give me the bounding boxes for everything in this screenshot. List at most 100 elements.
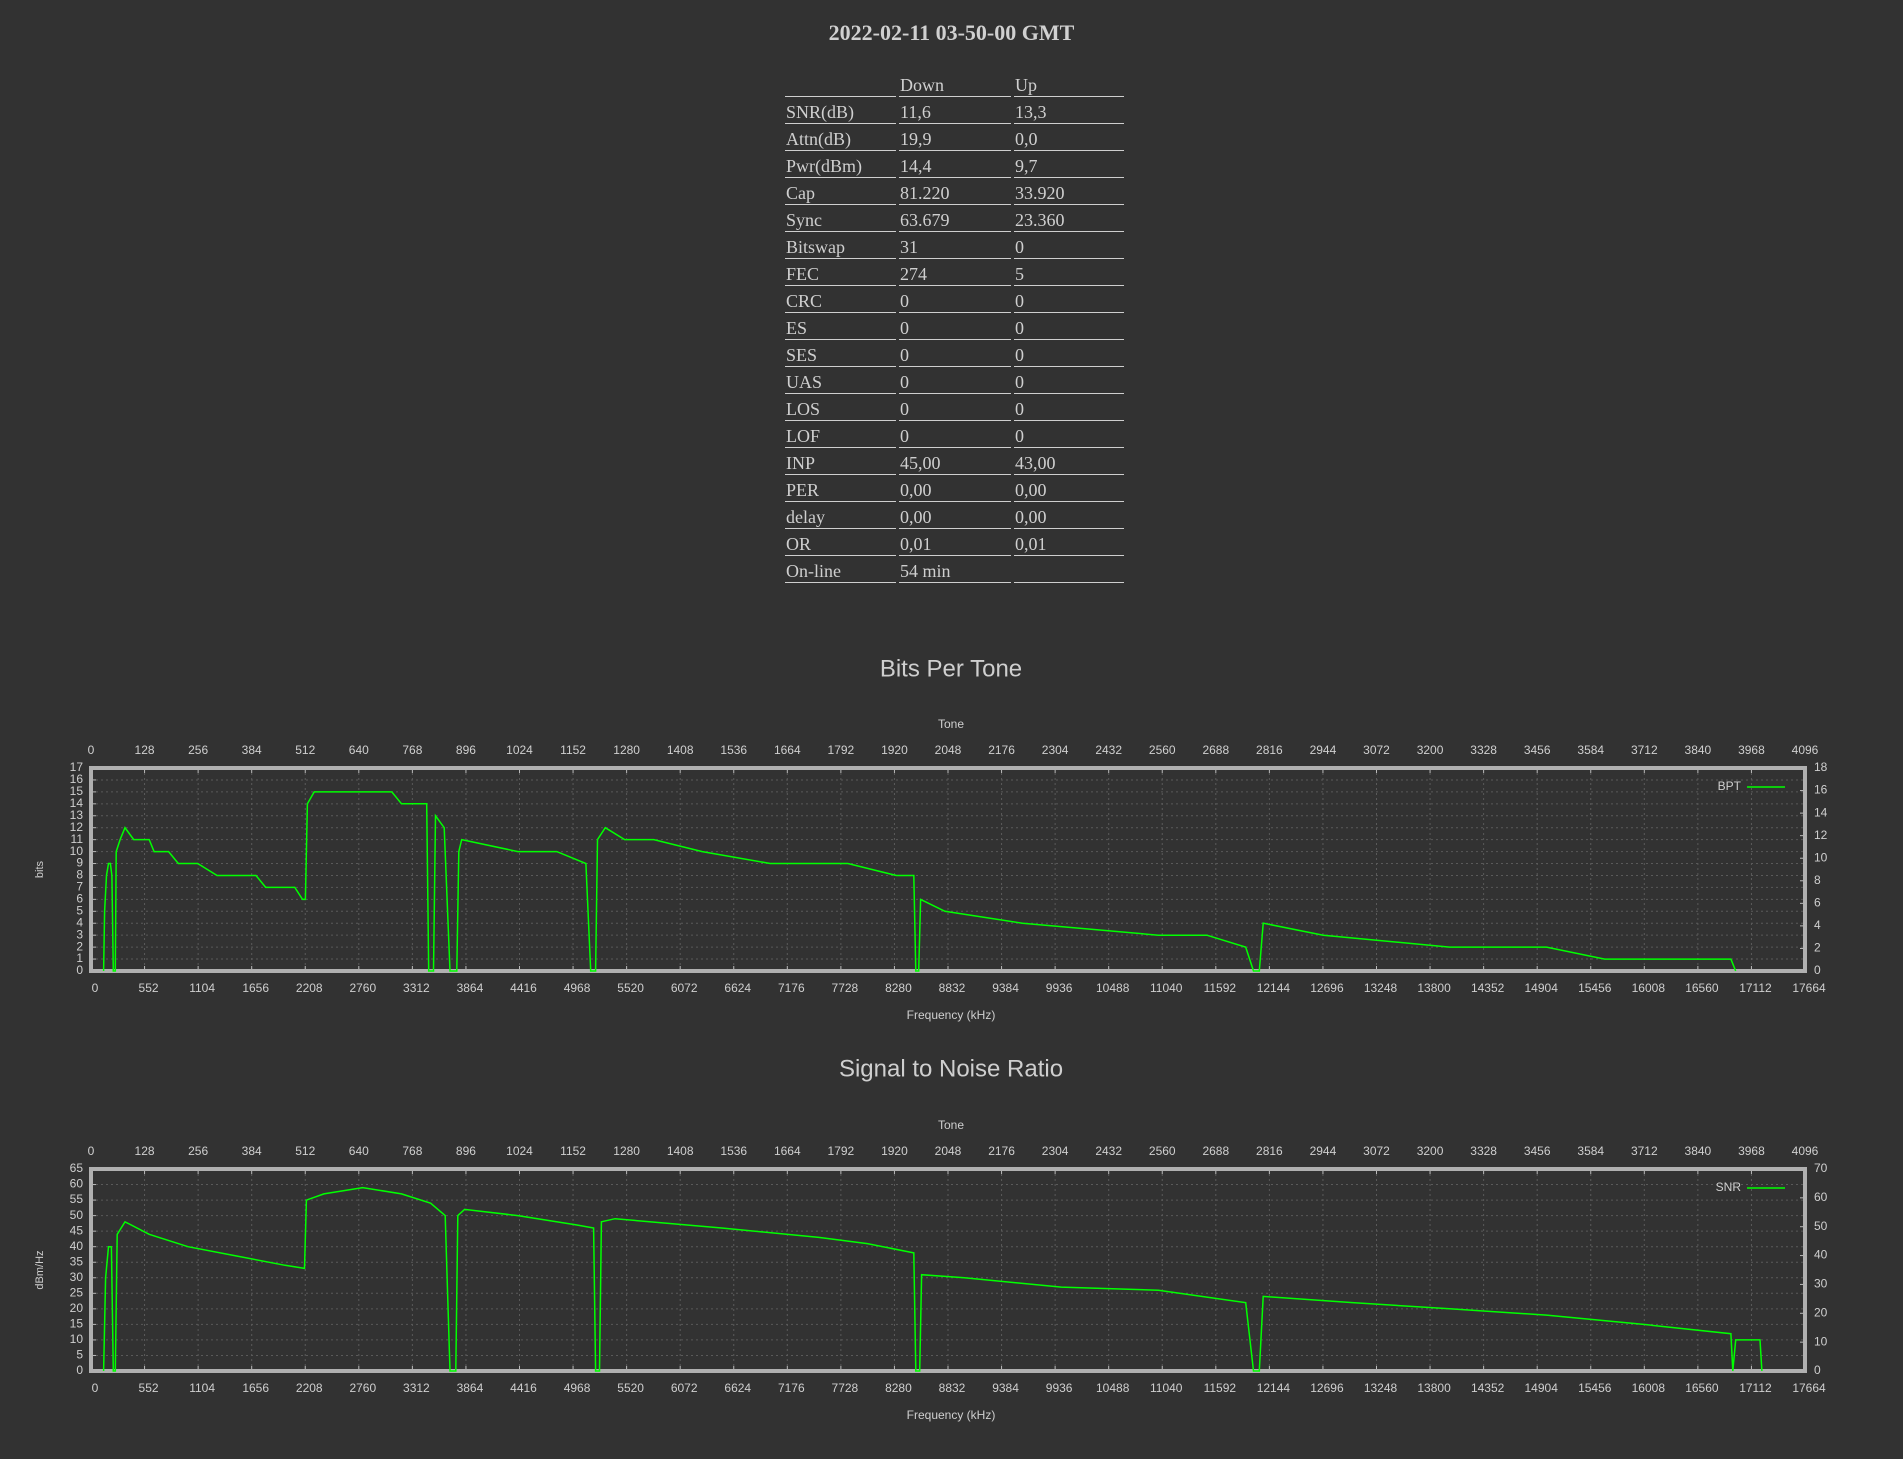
x2-tick-label: 256 — [188, 1144, 208, 1158]
x-tick-label: 8280 — [885, 981, 912, 995]
y-tick-label: 17 — [70, 760, 84, 774]
x-tick-label: 7176 — [778, 981, 805, 995]
y-axis-label: dBm/Hz — [34, 1250, 46, 1289]
table-row: Sync 63.679 23.360 — [785, 205, 1124, 232]
x2-tick-label: 512 — [295, 743, 315, 757]
y-axis-label: bits — [34, 860, 46, 878]
x-tick-label: 11592 — [1204, 1381, 1237, 1395]
label-cell: OR — [785, 529, 896, 556]
table-row: LOF 0 0 — [785, 421, 1124, 448]
y-tick-label: 55 — [70, 1192, 84, 1206]
y-tick-label: 10 — [70, 844, 84, 858]
value-cell: 0 — [1014, 421, 1124, 448]
value-cell: 81.220 — [899, 178, 1011, 205]
data-line — [102, 1186, 1763, 1372]
x-tick-label: 9936 — [1046, 1381, 1073, 1395]
x2-tick-label: 1664 — [774, 743, 801, 757]
x2-tick-label: 1152 — [560, 743, 586, 757]
label-cell: PER — [785, 475, 896, 502]
x2-tick-label: 2816 — [1256, 1144, 1283, 1158]
label-cell: Bitswap — [785, 232, 896, 259]
x2-tick-label: 3456 — [1524, 743, 1551, 757]
y-tick-label: 40 — [70, 1239, 84, 1253]
x-tick-label: 2760 — [349, 981, 376, 995]
y2-tick-label: 14 — [1814, 805, 1828, 819]
x2-tick-label: 512 — [295, 1144, 315, 1158]
label-cell: delay — [785, 502, 896, 529]
x-tick-label: 2208 — [296, 981, 323, 995]
x2-tick-label: 1536 — [720, 1144, 747, 1158]
x2-tick-label: 1024 — [506, 1144, 533, 1158]
x2-tick-label: 256 — [188, 743, 208, 757]
value-cell: 23.360 — [1014, 205, 1124, 232]
value-cell: 0 — [899, 421, 1011, 448]
y2-tick-label: 6 — [1814, 896, 1821, 910]
value-cell: 0,01 — [899, 529, 1011, 556]
value-cell: 0 — [899, 286, 1011, 313]
x2-tick-label: 3584 — [1577, 1144, 1604, 1158]
y-tick-label: 14 — [70, 796, 84, 810]
y-tick-label: 45 — [70, 1223, 84, 1237]
y2-tick-label: 16 — [1814, 783, 1828, 797]
value-cell: 43,00 — [1014, 448, 1124, 475]
x-tick-label: 0 — [92, 1381, 99, 1395]
y2-tick-label: 50 — [1814, 1219, 1828, 1233]
y-tick-label: 5 — [76, 903, 83, 917]
y-tick-label: 30 — [70, 1270, 84, 1284]
label-cell: Sync — [785, 205, 896, 232]
y2-tick-label: 20 — [1814, 1305, 1828, 1319]
x2-tick-label: 2048 — [935, 1144, 962, 1158]
x-tick-label: 11592 — [1204, 981, 1237, 995]
value-cell: 0,00 — [1014, 475, 1124, 502]
x-tick-label: 10488 — [1096, 981, 1130, 995]
table-row: CRC 0 0 — [785, 286, 1124, 313]
value-cell: 19,9 — [899, 124, 1011, 151]
x-tick-label: 17664 — [1792, 981, 1826, 995]
y-tick-label: 20 — [70, 1301, 84, 1315]
table-row: On-line 54 min — [785, 556, 1124, 583]
x-tick-label: 6624 — [724, 981, 751, 995]
table-row: LOS 0 0 — [785, 394, 1124, 421]
y-tick-label: 25 — [70, 1285, 84, 1299]
y-tick-label: 6 — [76, 892, 83, 906]
header-cell: Up — [1014, 70, 1124, 97]
y-tick-label: 0 — [76, 963, 83, 977]
value-cell: 0 — [1014, 313, 1124, 340]
x2-tick-label: 1152 — [560, 1144, 586, 1158]
x-tick-label: 9384 — [992, 981, 1019, 995]
x2-tick-label: 640 — [349, 743, 369, 757]
x2-tick-label: 2560 — [1149, 743, 1176, 757]
x2-tick-label: 2560 — [1149, 1144, 1176, 1158]
x-tick-label: 4416 — [510, 981, 537, 995]
value-cell: 0 — [899, 394, 1011, 421]
label-cell: LOF — [785, 421, 896, 448]
x-tick-label: 1656 — [242, 981, 269, 995]
x-tick-label: 5520 — [617, 1381, 644, 1395]
x-tick-label: 16560 — [1685, 1381, 1719, 1395]
label-cell: INP — [785, 448, 896, 475]
value-cell: 0,00 — [899, 475, 1011, 502]
x2-tick-label: 640 — [349, 1144, 369, 1158]
y-tick-label: 8 — [76, 868, 83, 882]
y-tick-label: 50 — [70, 1208, 84, 1222]
y-tick-label: 9 — [76, 856, 83, 870]
x-tick-label: 7728 — [832, 981, 859, 995]
value-cell: 0 — [1014, 232, 1124, 259]
x2-tick-label: 1920 — [881, 743, 908, 757]
table-row: OR 0,01 0,01 — [785, 529, 1124, 556]
y-tick-label: 12 — [70, 820, 84, 834]
y-tick-label: 3 — [76, 927, 83, 941]
legend-label: BPT — [1718, 779, 1742, 793]
x2-tick-label: 2048 — [935, 743, 962, 757]
x-tick-label: 6072 — [671, 1381, 698, 1395]
x2-tick-label: 2432 — [1095, 743, 1122, 757]
value-cell: 0 — [899, 313, 1011, 340]
y2-tick-label: 8 — [1814, 873, 1821, 887]
value-cell: 14,4 — [899, 151, 1011, 178]
x-tick-label: 12144 — [1257, 981, 1291, 995]
x-tick-label: 552 — [139, 981, 159, 995]
table-row: Bitswap 31 0 — [785, 232, 1124, 259]
table-row: UAS 0 0 — [785, 367, 1124, 394]
x2-tick-label: 384 — [242, 743, 262, 757]
